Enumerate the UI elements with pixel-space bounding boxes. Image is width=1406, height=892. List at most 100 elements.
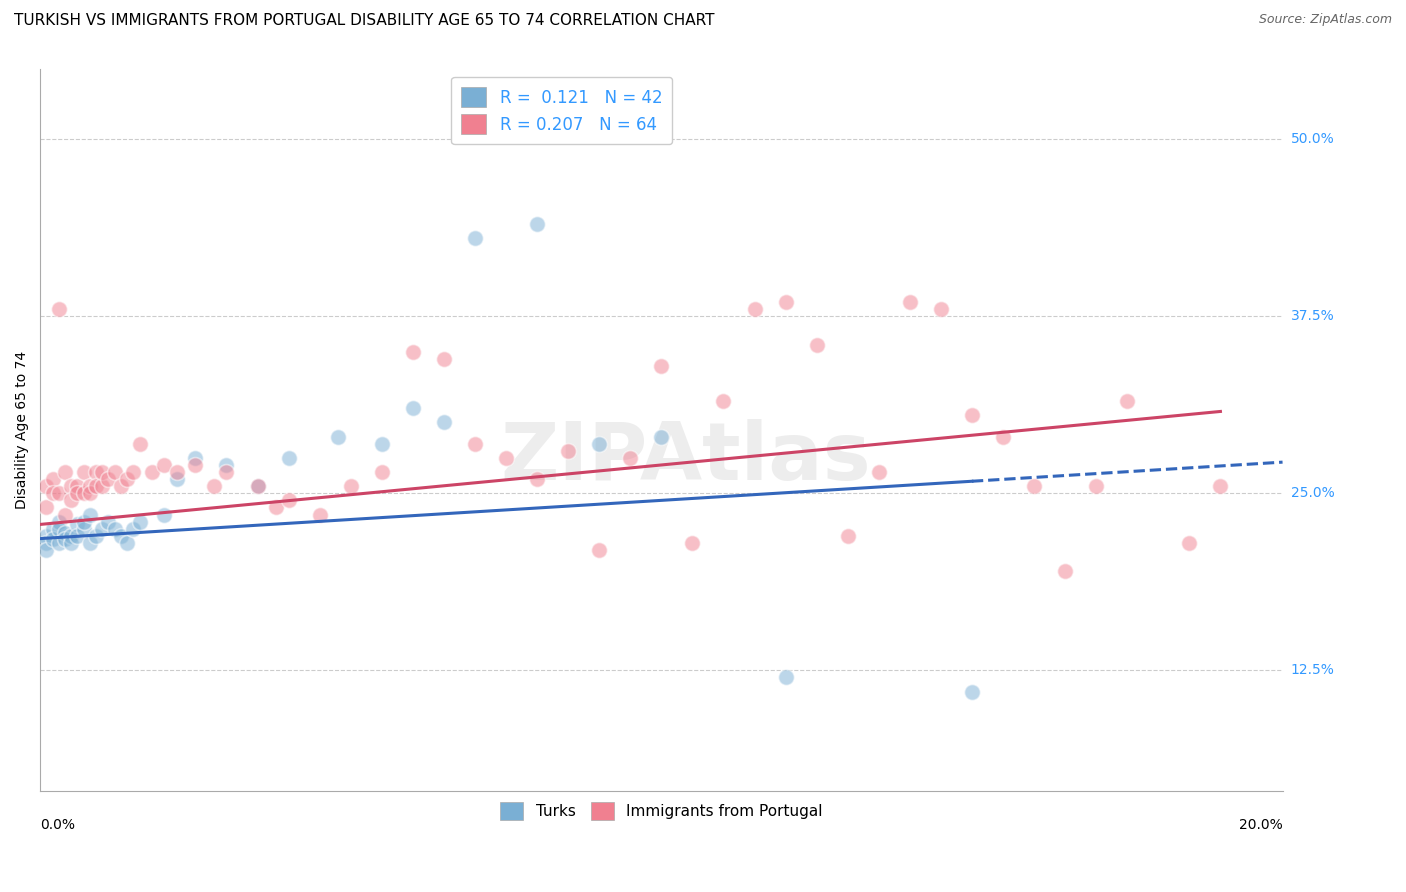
Point — [48, 486, 70, 500]
Point — [79, 479, 101, 493]
Point — [1116, 394, 1139, 409]
Point — [153, 508, 176, 522]
Point — [713, 394, 735, 409]
Point — [806, 337, 828, 351]
Point — [1054, 564, 1077, 578]
Point — [650, 359, 672, 373]
Point — [433, 351, 456, 366]
Point — [60, 479, 83, 493]
Point — [960, 409, 983, 423]
Point — [246, 479, 269, 493]
Point — [202, 479, 225, 493]
Point — [215, 458, 238, 472]
Point — [619, 450, 641, 465]
Point — [122, 522, 145, 536]
Point — [84, 529, 107, 543]
Text: TURKISH VS IMMIGRANTS FROM PORTUGAL DISABILITY AGE 65 TO 74 CORRELATION CHART: TURKISH VS IMMIGRANTS FROM PORTUGAL DISA… — [14, 13, 714, 29]
Point — [79, 536, 101, 550]
Point — [48, 536, 70, 550]
Point — [929, 302, 952, 317]
Point — [328, 430, 350, 444]
Point — [66, 529, 89, 543]
Point — [1209, 479, 1232, 493]
Point — [1178, 536, 1201, 550]
Point — [53, 525, 76, 540]
Point — [1022, 479, 1045, 493]
Point — [215, 465, 238, 479]
Point — [277, 450, 299, 465]
Point — [402, 344, 425, 359]
Text: 37.5%: 37.5% — [1291, 310, 1334, 323]
Point — [41, 522, 63, 536]
Point — [115, 536, 138, 550]
Point — [246, 479, 269, 493]
Point — [35, 500, 58, 515]
Point — [775, 295, 797, 310]
Point — [84, 479, 107, 493]
Point — [122, 465, 145, 479]
Point — [115, 472, 138, 486]
Point — [128, 515, 150, 529]
Point — [128, 436, 150, 450]
Point — [495, 450, 517, 465]
Point — [1085, 479, 1108, 493]
Point — [464, 231, 486, 245]
Point — [775, 670, 797, 684]
Point — [371, 436, 394, 450]
Point — [91, 479, 114, 493]
Point — [166, 465, 188, 479]
Point — [141, 465, 163, 479]
Text: 25.0%: 25.0% — [1291, 486, 1334, 500]
Point — [41, 472, 63, 486]
Point — [35, 543, 58, 558]
Point — [526, 472, 548, 486]
Point — [433, 416, 456, 430]
Point — [264, 500, 287, 515]
Point — [41, 532, 63, 546]
Point — [79, 486, 101, 500]
Point — [153, 458, 176, 472]
Text: ZIPAtlas: ZIPAtlas — [501, 419, 872, 498]
Point — [837, 529, 859, 543]
Point — [184, 458, 207, 472]
Point — [110, 529, 132, 543]
Text: 12.5%: 12.5% — [1291, 664, 1334, 677]
Point — [110, 479, 132, 493]
Point — [681, 536, 703, 550]
Point — [48, 522, 70, 536]
Legend: Turks, Immigrants from Portugal: Turks, Immigrants from Portugal — [495, 796, 828, 826]
Y-axis label: Disability Age 65 to 74: Disability Age 65 to 74 — [15, 351, 30, 508]
Point — [53, 508, 76, 522]
Point — [868, 465, 890, 479]
Point — [744, 302, 766, 317]
Point — [60, 493, 83, 508]
Point — [960, 684, 983, 698]
Point — [402, 401, 425, 416]
Text: 50.0%: 50.0% — [1291, 132, 1334, 146]
Point — [97, 472, 120, 486]
Point — [53, 532, 76, 546]
Point — [48, 302, 70, 317]
Point — [84, 465, 107, 479]
Point — [79, 508, 101, 522]
Point — [650, 430, 672, 444]
Point — [66, 517, 89, 532]
Point — [91, 522, 114, 536]
Point — [66, 486, 89, 500]
Point — [60, 536, 83, 550]
Point — [60, 529, 83, 543]
Point — [35, 479, 58, 493]
Point — [91, 465, 114, 479]
Point — [72, 465, 94, 479]
Point — [308, 508, 330, 522]
Point — [72, 515, 94, 529]
Text: 20.0%: 20.0% — [1239, 818, 1282, 832]
Point — [526, 217, 548, 231]
Point — [588, 543, 610, 558]
Point — [48, 515, 70, 529]
Text: Source: ZipAtlas.com: Source: ZipAtlas.com — [1258, 13, 1392, 27]
Point — [464, 436, 486, 450]
Point — [35, 529, 58, 543]
Point — [66, 479, 89, 493]
Point — [371, 465, 394, 479]
